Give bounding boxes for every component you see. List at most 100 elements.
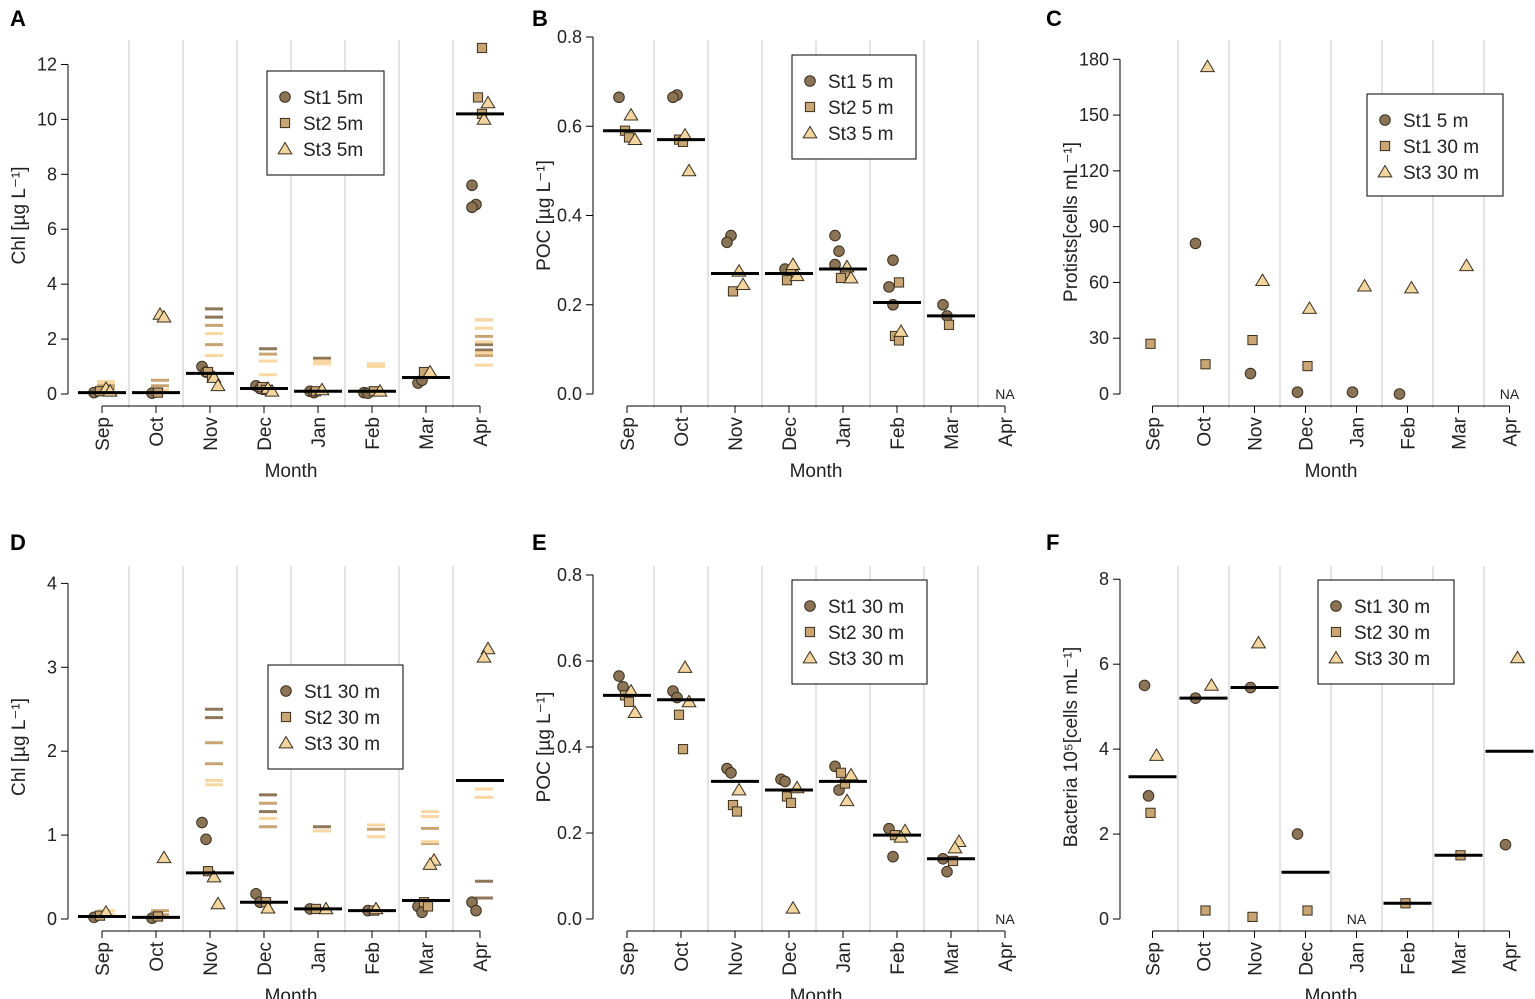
legend-marker [804,600,816,612]
data-point [472,92,484,103]
x-axis-label: Month [790,986,843,999]
legend-marker [280,685,292,697]
data-point [725,767,737,779]
data-point [731,806,743,817]
x-tick-label-sep: Sep [93,417,114,451]
x-tick-label-sep: Sep [618,417,639,451]
panel-letter: B [532,6,548,31]
legend-marker [1328,650,1344,664]
legend: St1 5 m St1 30 m St3 30 m [1366,93,1504,197]
data-point [480,95,496,109]
x-axis-label: Month [265,461,318,482]
x-tick-label-sep: Sep [1144,942,1165,976]
y-tick-label: 8 [47,164,57,184]
panel-E: 0.0 0.2 0.4 0.6 0.8 Sep Oct Nov Dec Jan Feb Mar Apr M… [532,530,1017,999]
x-tick-label-sep: Sep [93,942,114,976]
data-point [843,270,859,284]
data-point [1247,334,1258,346]
y-tick-label: 6 [47,219,57,239]
x-tick-label-feb: Feb [888,942,909,975]
y-tick-label: 1 [47,825,57,845]
data-point [893,324,909,337]
data-point [1138,679,1151,692]
y-tick-label: 0 [47,384,57,404]
legend-entry: St1 30 m [1354,597,1430,618]
legend-marker [1379,140,1391,152]
panel-letter: A [10,6,26,31]
legend-marker [1377,164,1393,178]
panel-letter: F [1046,530,1059,555]
y-axis-label: POC [µg L⁻¹] [534,692,555,803]
data-point [206,869,222,883]
x-tick-label-mar: Mar [942,416,963,449]
x-tick-label-feb: Feb [1399,942,1420,975]
data-point [779,775,791,788]
x-tick-label-dec: Dec [255,417,276,451]
y-tick-label: 0 [1099,384,1109,404]
x-tick-label-feb: Feb [1399,417,1420,450]
panel-letter: D [10,530,26,555]
data-point [1254,273,1271,286]
x-tick-label-mar: Mar [417,941,438,974]
legend: St1 30 m St2 30 m St3 30 m [267,664,404,770]
y-axis-label: Protists[cells mL⁻¹] [1061,142,1082,302]
y-tick-label: 0.4 [557,206,582,226]
legend-marker [1330,626,1342,638]
x-tick-label-jan: Jan [834,417,855,448]
data-point [785,257,801,270]
data-point [835,767,847,778]
x-tick-label-oct: Oct [1195,416,1216,446]
data-point [196,816,208,829]
data-point [681,163,697,177]
legend-marker [278,735,294,749]
legend: St1 5m St2 5m St3 5m [266,70,385,176]
legend-marker [802,650,818,664]
data-point [613,670,625,682]
data-point [677,659,693,673]
data-point [947,840,963,854]
legend-marker [279,117,291,129]
legend-entry: St3 5m [303,140,363,161]
x-tick-label-mar: Mar [1450,416,1471,449]
data-point [1250,635,1267,649]
legend: St1 5 m St2 5 m St3 5 m [791,54,917,160]
y-axis-label: Bacteria 10⁵[cells mL⁻¹] [1061,647,1082,848]
legend-entry: St1 30 m [828,597,904,618]
x-tick-label-apr: Apr [996,941,1017,971]
data-point [476,111,492,125]
data-point [627,705,643,718]
y-tick-label: 0 [47,909,57,929]
data-point [839,793,855,807]
data-point [721,236,733,249]
legend-entry: St2 5 m [828,98,893,119]
legend-entry: St2 30 m [1354,623,1430,644]
y-tick-label: 4 [1099,739,1109,759]
legend-marker [804,101,816,113]
data-point [883,281,895,293]
x-tick-label-dec: Dec [1297,417,1318,451]
x-tick-label-feb: Feb [363,417,384,450]
data-point [1393,388,1406,400]
y-tick-label: 2 [47,329,57,349]
data-point [893,335,905,346]
x-axis-label: Month [1305,461,1358,482]
data-point [260,900,276,914]
legend-entry: St2 30 m [304,708,380,729]
y-tick-label: 4 [47,274,57,294]
legend-marker [1330,600,1342,612]
legend: St1 30 m St2 30 m St3 30 m [1317,579,1455,685]
data-point [731,782,747,796]
x-tick-label-dec: Dec [780,942,801,976]
x-axis-label: Month [790,461,843,482]
y-tick-label: 90 [1089,217,1109,237]
data-point [667,91,679,104]
data-point [1499,838,1512,851]
data-point [422,856,438,870]
x-tick-label-apr: Apr [1501,416,1522,446]
y-tick-label: 12 [37,54,57,74]
legend-entry: St3 30 m [304,734,380,755]
data-point [1247,911,1258,922]
data-point [476,42,488,54]
y-tick-label: 0.0 [557,909,582,929]
